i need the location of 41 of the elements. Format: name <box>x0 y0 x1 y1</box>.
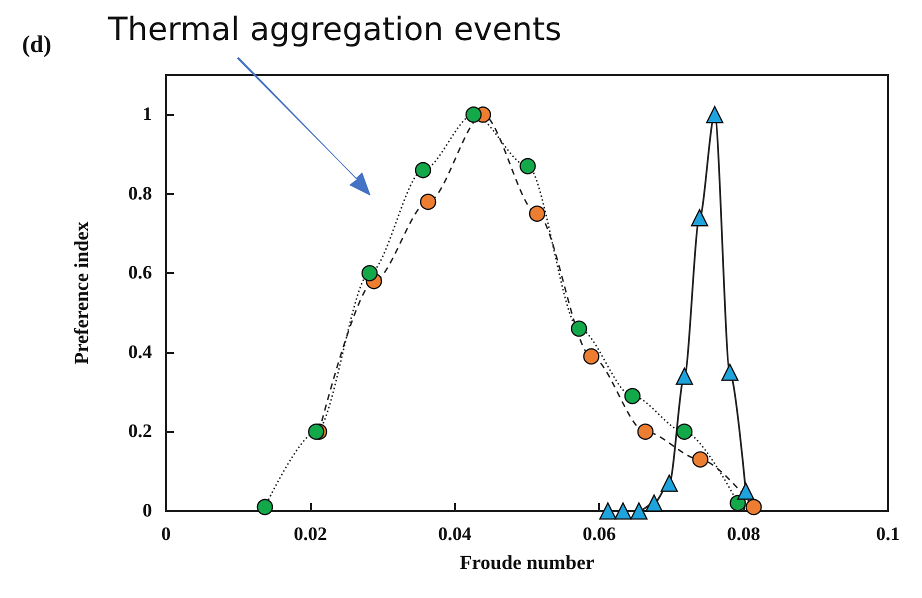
point <box>737 482 754 500</box>
y-tick-label: 1 <box>142 104 152 126</box>
point <box>465 106 482 123</box>
point <box>676 368 694 385</box>
point <box>599 502 617 520</box>
point <box>676 424 693 440</box>
y-tick-label: 0.2 <box>128 421 152 442</box>
x-tick-label: 0.04 <box>438 524 472 545</box>
point <box>746 498 762 516</box>
point <box>361 265 378 282</box>
x-tick-label: 0.02 <box>294 524 328 545</box>
point <box>420 194 436 210</box>
x-axis-title: Froude number <box>460 552 594 574</box>
x-tick-label: 0.1 <box>876 524 900 545</box>
point <box>624 388 641 404</box>
point <box>706 106 724 124</box>
point <box>570 320 588 337</box>
y-axis-title: Preference index <box>71 221 93 365</box>
point <box>690 209 708 226</box>
y-tick-label: 0 <box>142 500 152 522</box>
y-tick-label: 0.6 <box>128 262 152 284</box>
point <box>721 364 739 381</box>
y-tick-label: 0.4 <box>128 342 152 363</box>
point <box>645 494 663 512</box>
point <box>528 206 546 222</box>
text: Thermal aggregation events <box>108 10 562 48</box>
text: (d) <box>22 32 52 59</box>
point <box>520 158 536 174</box>
x-tick-label: 0.06 <box>582 524 616 545</box>
point <box>583 348 600 365</box>
point <box>660 474 678 492</box>
y-tick-label: 0.8 <box>128 183 152 204</box>
point <box>256 498 274 516</box>
point <box>637 424 654 440</box>
point <box>614 502 632 520</box>
point <box>414 162 432 178</box>
point <box>692 451 708 468</box>
point <box>308 424 324 440</box>
point <box>630 502 648 520</box>
x-tick-label: 0.08 <box>726 524 760 545</box>
x-tick-label: 0 <box>161 524 171 545</box>
